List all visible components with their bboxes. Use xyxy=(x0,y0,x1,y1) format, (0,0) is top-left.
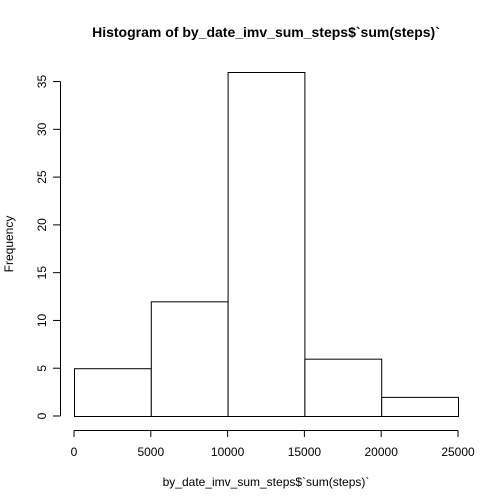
y-tick-label-3: 15 xyxy=(35,266,49,280)
chart-title: Histogram of by_date_imv_sum_steps$`sum(… xyxy=(92,24,440,40)
x-axis-label: by_date_imv_sum_steps$`sum(steps)` xyxy=(163,475,370,489)
y-tick-label-6: 30 xyxy=(35,122,49,136)
x-tick-label-3: 15000 xyxy=(288,445,322,459)
y-axis-label: Frequency xyxy=(2,216,16,273)
x-tick-label-5: 25000 xyxy=(441,445,475,459)
x-tick-label-2: 10000 xyxy=(211,445,245,459)
histogram-bar-2 xyxy=(227,72,306,417)
x-tick-label-4: 20000 xyxy=(365,445,399,459)
y-tick-label-2: 10 xyxy=(35,313,49,327)
histogram-bar-4 xyxy=(381,396,460,417)
x-axis: 0 5000 10000 15000 20000 25000 xyxy=(71,430,475,459)
bars-group xyxy=(74,72,460,418)
histogram-bar-0 xyxy=(74,368,152,418)
y-tick-label-4: 20 xyxy=(35,218,49,232)
histogram-bar-1 xyxy=(150,301,229,418)
y-axis: 0 5 10 15 20 25 30 35 xyxy=(35,75,61,419)
y-tick-label-7: 35 xyxy=(35,75,49,89)
y-tick-label-5: 25 xyxy=(35,170,49,184)
x-tick-label-0: 0 xyxy=(71,445,78,459)
histogram-bar-3 xyxy=(304,358,383,417)
x-tick-label-1: 5000 xyxy=(137,445,164,459)
y-tick-label-1: 5 xyxy=(35,365,49,372)
y-tick-label-0: 0 xyxy=(35,412,49,419)
